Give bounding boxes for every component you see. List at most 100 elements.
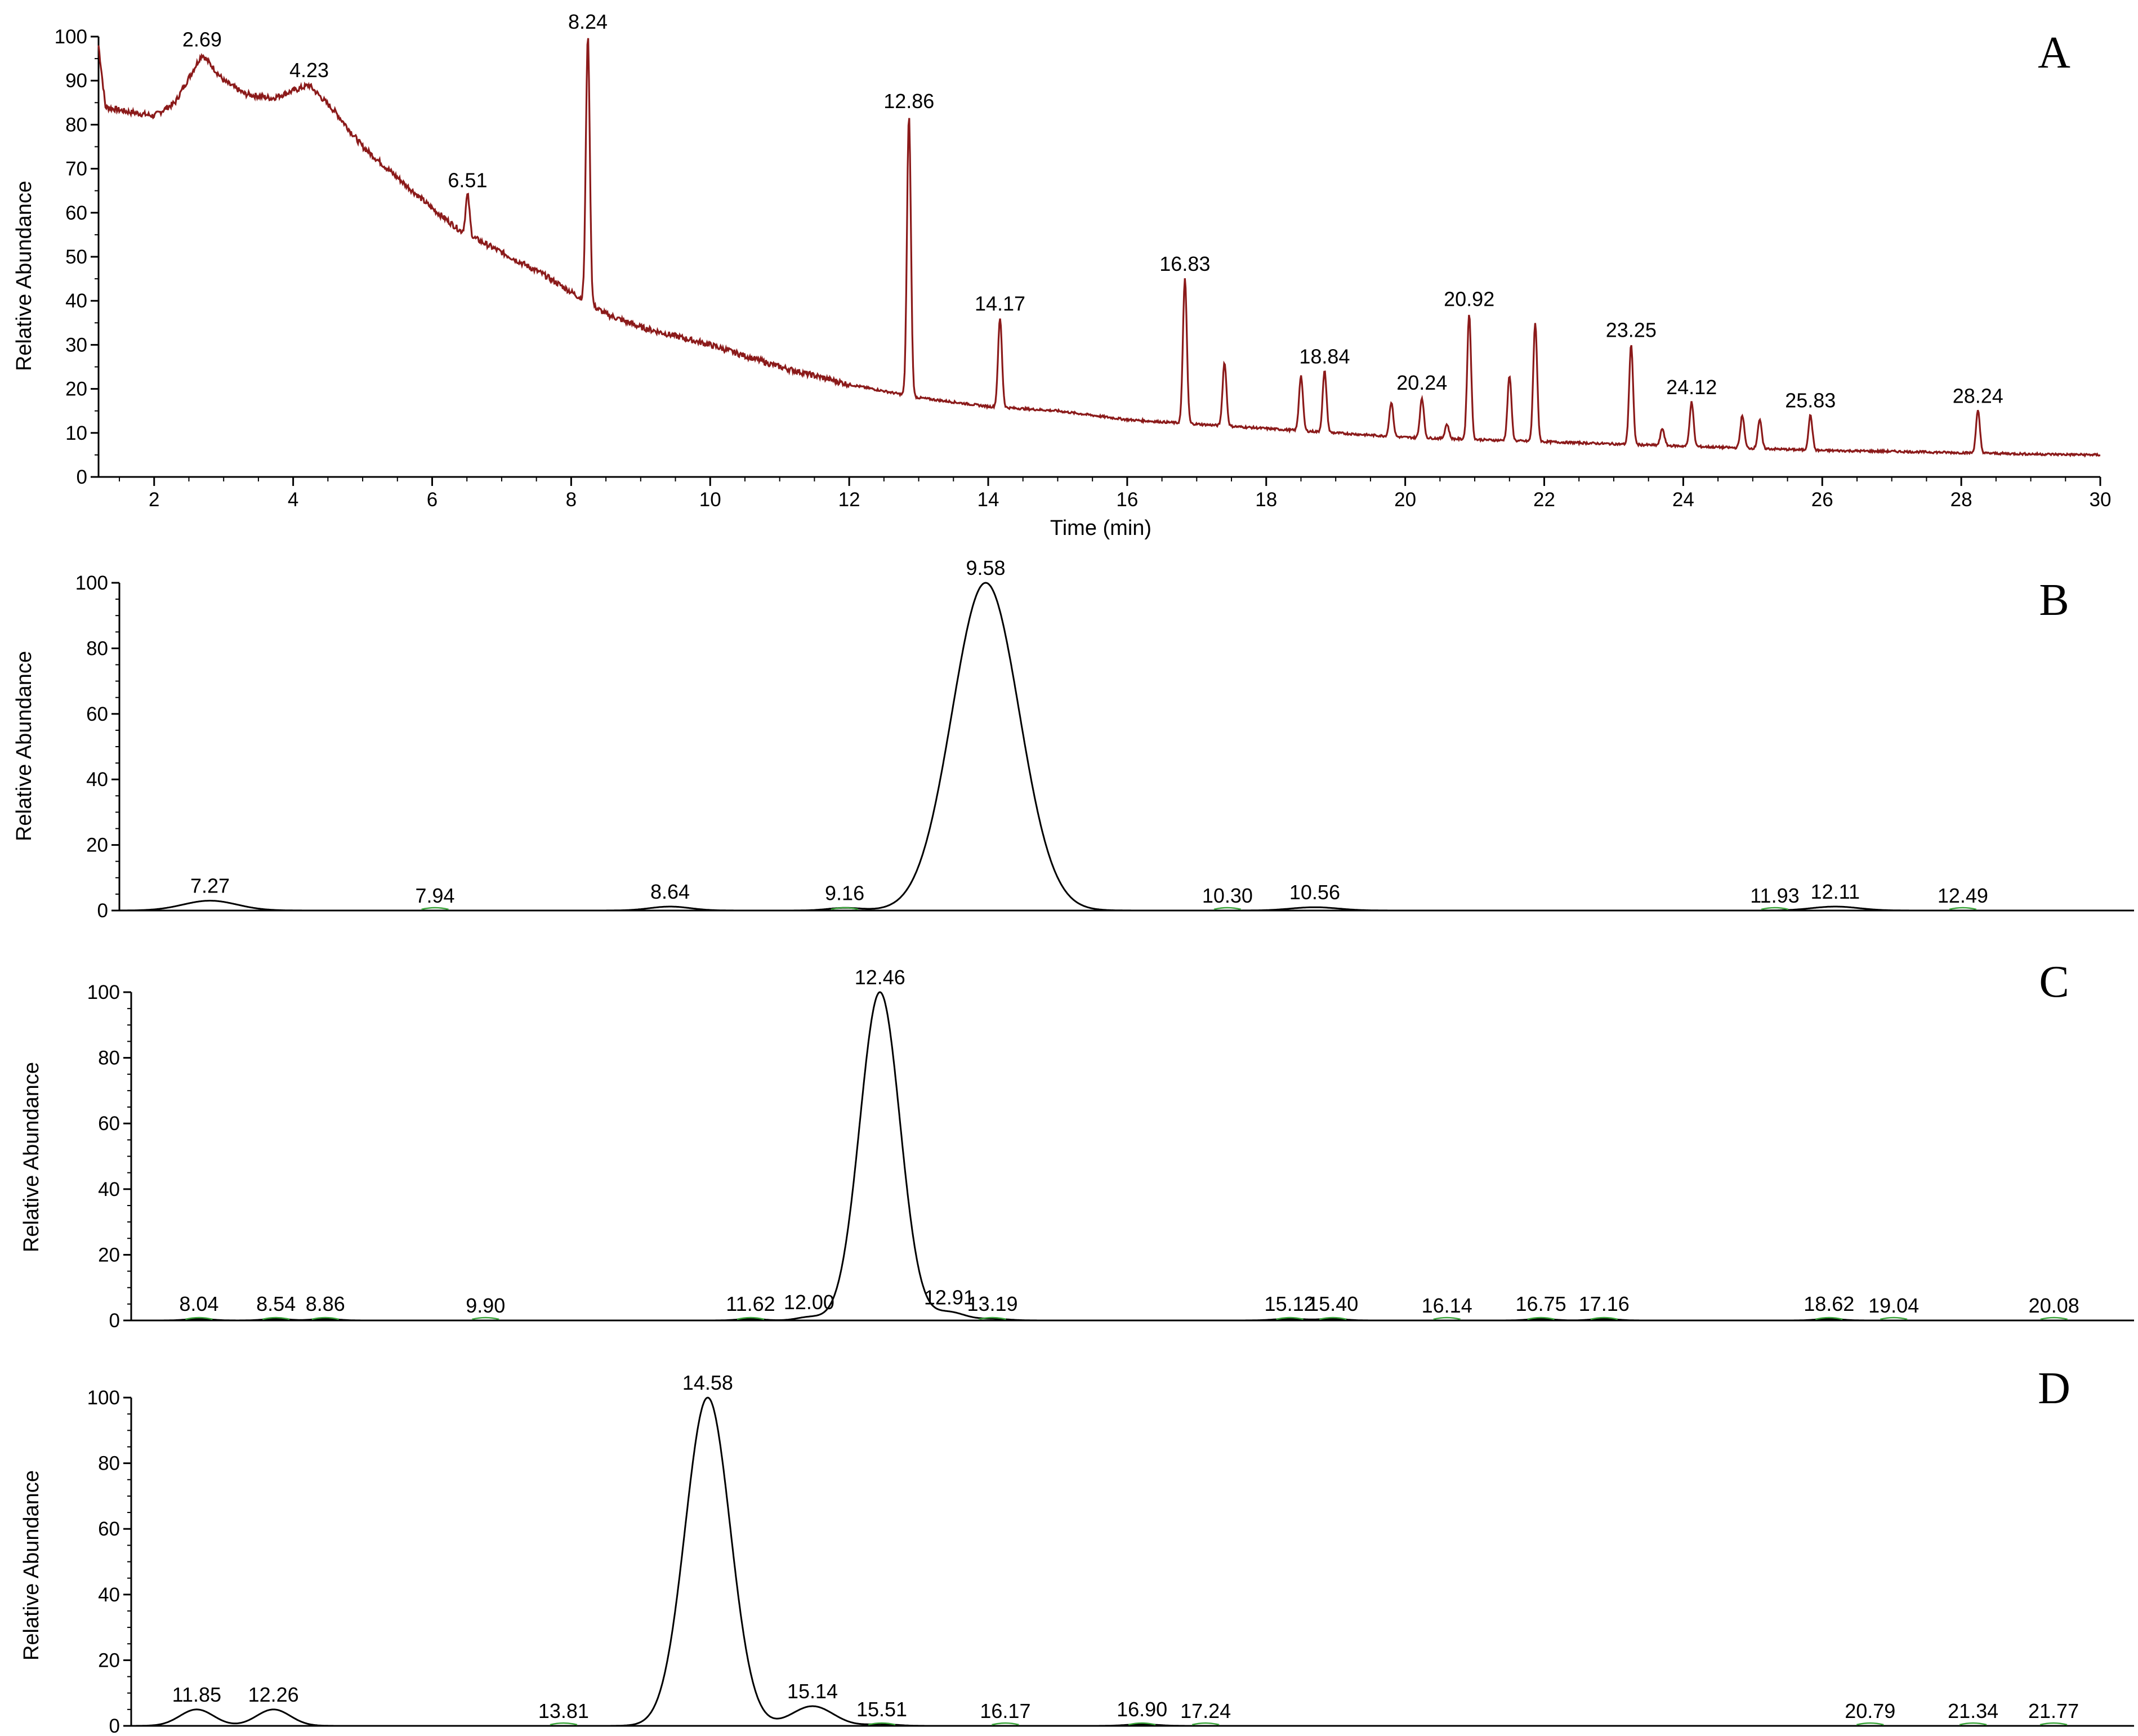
x-tick-label: 12 — [838, 489, 860, 511]
trace-b — [119, 582, 2134, 912]
y-tick-label: 60 — [98, 1518, 120, 1540]
y-tick-label: 70 — [65, 158, 87, 180]
peak-label: 8.54 — [256, 1292, 296, 1315]
y-tick-label: 40 — [98, 1584, 120, 1606]
y-tick-label: 20 — [86, 834, 108, 856]
y-tick-label: 0 — [97, 900, 108, 922]
peak-label: 16.17 — [980, 1699, 1030, 1722]
peak-label: 14.17 — [975, 292, 1025, 315]
integration-mark — [1880, 1316, 1908, 1320]
peak-label: 20.08 — [2029, 1294, 2079, 1317]
panel-d: 0 20 40 60 80 100 11.85 12.26 13.81 14.58 15.14 15… — [20, 1364, 2134, 1736]
peak-label: 21.34 — [1948, 1699, 1998, 1722]
y-tick-label: 20 — [98, 1649, 120, 1671]
integration-mark — [1433, 1316, 1461, 1320]
x-tick-label: 2 — [149, 489, 159, 511]
peak-label: 20.79 — [1845, 1699, 1895, 1722]
peak-label: 12.46 — [855, 966, 905, 989]
y-tick-label: 80 — [86, 637, 108, 659]
peak-label: 25.83 — [1785, 389, 1836, 412]
peak-label: 11.62 — [726, 1292, 775, 1315]
y-tick-label: 80 — [65, 114, 87, 136]
y-tick-label: 100 — [75, 572, 108, 594]
y-tick-label: 30 — [65, 334, 87, 356]
x-tick-label: 14 — [978, 489, 999, 511]
panel-letter-d: D — [2038, 1364, 2070, 1413]
peak-label: 13.19 — [967, 1292, 1017, 1315]
integration-mark — [1815, 1316, 1843, 1320]
peak-label: 15.40 — [1307, 1292, 1358, 1315]
x-tick-label: 8 — [566, 489, 577, 511]
peak-label: 16.75 — [1516, 1292, 1566, 1315]
peak-label: 15.12 — [1265, 1292, 1315, 1315]
peak-label: 16.90 — [1117, 1698, 1167, 1721]
peak-labels-d: 11.85 12.26 13.81 14.58 15.14 15.51 16.17 16.90… — [172, 1371, 2079, 1726]
integration-mark — [737, 1316, 765, 1320]
x-tick-label: 20 — [1394, 489, 1416, 511]
peak-label: 12.11 — [1811, 880, 1860, 903]
peak-label: 2.69 — [182, 28, 222, 51]
peak-label: 20.24 — [1396, 371, 1447, 394]
y-tick-label: 50 — [65, 246, 87, 268]
peak-label: 14.58 — [682, 1371, 733, 1394]
x-tick-label: 26 — [1811, 489, 1833, 511]
y-tick-label: 100 — [87, 981, 120, 1003]
x-tick-label: 18 — [1255, 489, 1277, 511]
peak-label: 12.49 — [1938, 884, 1988, 907]
x-tick-label: 30 — [2090, 489, 2112, 511]
integration-mark — [550, 1722, 578, 1726]
integration-mark — [1856, 1722, 1884, 1726]
peak-label: 12.00 — [784, 1291, 834, 1314]
integration-mark — [1761, 907, 1789, 911]
x-tick-label: 22 — [1533, 489, 1555, 511]
integration-mark — [421, 907, 449, 911]
integration-mark — [1128, 1722, 1156, 1726]
peak-label: 18.84 — [1299, 345, 1350, 368]
peak-label: 11.85 — [172, 1683, 221, 1706]
peak-label: 9.58 — [966, 556, 1006, 579]
panel-c: 0 20 40 60 80 100 8.04 8.54 8.86 9.90 11.62 12.00 1… — [20, 957, 2134, 1332]
x-tick-label: 24 — [1672, 489, 1694, 511]
peak-label: 6.51 — [448, 169, 487, 192]
y-tick-label: 100 — [55, 26, 87, 48]
integration-mark — [1191, 1722, 1220, 1726]
y-tick-label: 80 — [98, 1453, 120, 1475]
y-tick-label: 0 — [109, 1715, 120, 1736]
y-tick-label: 40 — [65, 290, 87, 312]
peak-label: 21.77 — [2028, 1699, 2079, 1722]
y-tick-label: 60 — [65, 202, 87, 224]
peak-label: 11.93 — [1750, 884, 1799, 907]
peak-label: 7.27 — [190, 874, 230, 898]
integration-mark — [2039, 1722, 2068, 1726]
peak-label: 8.04 — [179, 1292, 218, 1315]
peak-label: 12.91 — [924, 1286, 975, 1309]
integration-mark — [472, 1316, 499, 1320]
y-tick-label: 20 — [65, 378, 87, 400]
y-tick-label: 100 — [87, 1387, 120, 1409]
trace-a — [97, 38, 2101, 458]
peak-label: 23.25 — [1606, 318, 1657, 341]
peak-labels-a: 2.69 4.23 6.51 8.24 12.86 14.17 16.83 18.84 20.2… — [182, 10, 2003, 412]
peak-label: 17.24 — [1180, 1699, 1231, 1722]
peak-label: 19.04 — [1868, 1294, 1919, 1317]
panel-letter-c: C — [2039, 957, 2069, 1007]
peak-label: 9.90 — [466, 1294, 505, 1317]
peak-label: 13.81 — [538, 1699, 589, 1722]
y-axis-title-a: Relative Abundance — [12, 181, 36, 371]
integration-mark — [1959, 1722, 1987, 1726]
y-tick-label: 0 — [109, 1310, 120, 1332]
panel-b: 0 20 40 60 80 100 7.27 7.94 8.64 9.16 9.58 10.30 10… — [12, 556, 2134, 922]
integration-mark — [2040, 1316, 2068, 1320]
peak-label: 7.94 — [416, 884, 455, 907]
peak-label: 20.92 — [1444, 288, 1494, 311]
y-tick-label: 90 — [65, 70, 87, 92]
x-tick-label: 6 — [427, 489, 438, 511]
integration-mark — [992, 1722, 1019, 1726]
peak-label: 16.83 — [1159, 252, 1210, 275]
peak-label: 17.16 — [1579, 1292, 1630, 1315]
peak-label: 8.64 — [650, 880, 690, 903]
peak-label: 16.14 — [1422, 1294, 1472, 1317]
